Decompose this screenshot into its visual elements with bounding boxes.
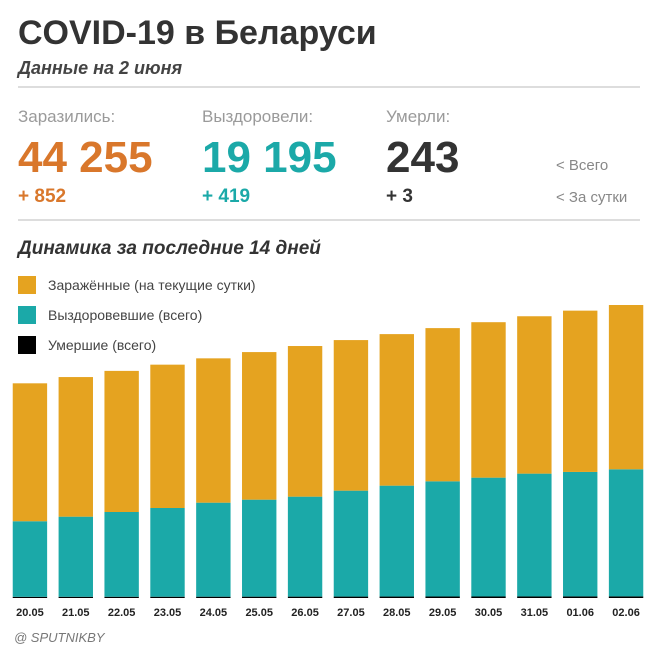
bar-segment xyxy=(471,322,506,478)
bar-segment xyxy=(196,502,231,597)
x-tick-label: 21.05 xyxy=(62,607,90,619)
bar-segment xyxy=(333,596,369,598)
bar-segment xyxy=(425,328,460,482)
x-tick-label: 01.06 xyxy=(566,607,594,619)
bar-segment xyxy=(150,596,185,598)
bar-segment xyxy=(287,596,323,598)
legend-swatch xyxy=(18,276,36,294)
bar-segment xyxy=(287,346,323,497)
stat-label: Выздоровели: xyxy=(202,107,313,126)
bar-segment xyxy=(608,596,644,598)
stat-delta: + 419 xyxy=(202,186,250,207)
x-tick-label: 22.05 xyxy=(108,607,136,619)
stat-total: 243 xyxy=(386,133,459,182)
stat-total: 19 195 xyxy=(202,133,337,182)
footer: @ SPUTNIKBY xyxy=(14,630,106,645)
chart-title: Динамика за последние 14 дней xyxy=(16,238,321,259)
bar-segment xyxy=(12,383,48,522)
bar-segment xyxy=(12,596,48,598)
bar-segment xyxy=(608,305,644,470)
x-tick-label: 30.05 xyxy=(475,607,503,619)
legend-label: Выздоровевшие (всего) xyxy=(48,307,202,323)
bar-segment xyxy=(104,370,139,512)
bar-segment xyxy=(196,596,231,598)
subtitle: Данные на 2 июня xyxy=(16,58,182,78)
bar-segment xyxy=(471,596,506,598)
legend-swatch xyxy=(18,306,36,324)
bar-segment xyxy=(150,364,185,508)
x-tick-label: 02.06 xyxy=(612,607,640,619)
x-tick-label: 31.05 xyxy=(521,607,549,619)
x-tick-label: 23.05 xyxy=(154,607,182,619)
title: COVID-19 в Беларуси xyxy=(18,14,377,52)
stat-label: Заразились: xyxy=(18,107,115,126)
bar-segment xyxy=(58,596,93,598)
stat-total: 44 255 xyxy=(18,133,153,182)
bar-segment xyxy=(104,511,139,597)
bar-segment xyxy=(12,521,48,597)
bar-segment xyxy=(563,471,598,597)
bar-segment xyxy=(242,596,277,598)
bar-segment xyxy=(425,481,460,597)
legend-label: Заражённые (на текущие сутки) xyxy=(48,277,256,293)
x-tick-label: 27.05 xyxy=(337,607,365,619)
x-tick-label: 24.05 xyxy=(200,607,228,619)
bar-segment xyxy=(58,377,93,517)
x-tick-label: 25.05 xyxy=(245,607,273,619)
bar-segment xyxy=(425,596,460,598)
x-tick-label: 28.05 xyxy=(383,607,411,619)
bar-segment xyxy=(242,499,277,597)
x-tick-label: 26.05 xyxy=(291,607,319,619)
x-tick-label: 29.05 xyxy=(429,607,457,619)
bar-segment xyxy=(471,477,506,597)
stat-label: Умерли: xyxy=(386,107,450,126)
stat-delta: + 3 xyxy=(386,186,413,207)
bar-segment xyxy=(517,316,552,474)
legend-swatch xyxy=(18,336,36,354)
bar-segment xyxy=(58,516,93,597)
bar-segment xyxy=(196,358,231,503)
bar-segment xyxy=(287,496,323,597)
bar-segment xyxy=(563,310,598,472)
stat-delta: + 852 xyxy=(18,186,66,207)
bar-segment xyxy=(517,596,552,598)
bar-segment xyxy=(379,485,414,597)
x-tick-label: 20.05 xyxy=(16,607,44,619)
bar-segment xyxy=(517,473,552,597)
bar-segment xyxy=(333,490,369,597)
bar-segment xyxy=(379,596,414,598)
bar-segment xyxy=(563,596,598,598)
bar-segment xyxy=(379,334,414,486)
bar-segment xyxy=(608,469,644,597)
bar-segment xyxy=(104,596,139,598)
legend-label: Умершие (всего) xyxy=(48,337,156,353)
note-daily: < За сутки xyxy=(556,189,627,206)
note-total: < Всего xyxy=(556,157,608,174)
bar-segment xyxy=(242,352,277,500)
bar-segment xyxy=(333,340,369,491)
bar-segment xyxy=(150,507,185,597)
